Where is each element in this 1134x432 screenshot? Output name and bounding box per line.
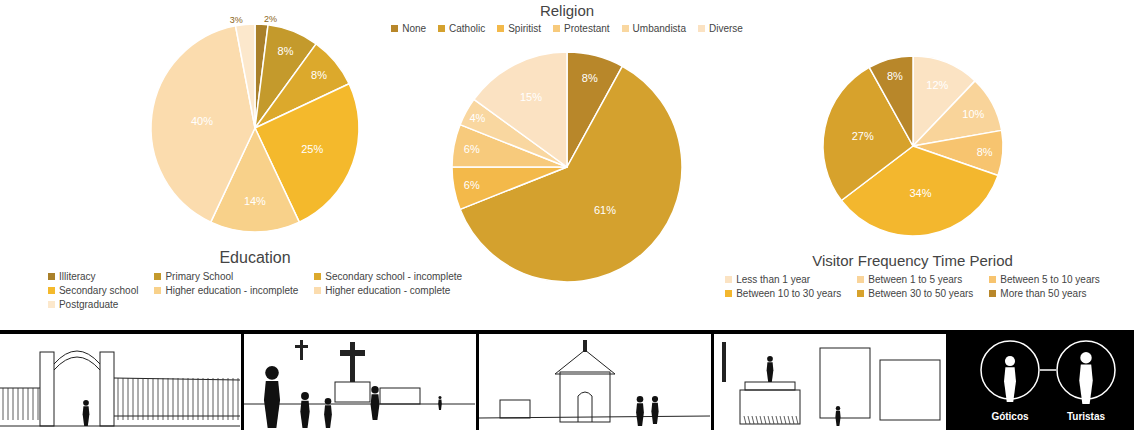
- html-text:None: None: [402, 23, 427, 34]
- svg-text:14%: 14%: [244, 195, 266, 207]
- svg-text:10%: 10%: [962, 108, 984, 120]
- html-text:Secondary school - incomplete: Secondary school - incomplete: [325, 271, 462, 283]
- html-text:Catholic: Catholic: [449, 23, 486, 34]
- html-text:Visitor Frequency Time Period: Visitor Frequency Time Period: [812, 252, 1013, 269]
- html-text:Less than 1 year: Less than 1 year: [736, 274, 811, 285]
- html-text:Postgraduate: Postgraduate: [58, 299, 119, 311]
- html-text:Between 10 to 30 years: Between 10 to 30 years: [736, 288, 842, 299]
- html-text:Religion: Religion: [539, 2, 595, 19]
- html-text:Illiteracy: Illiteracy: [58, 271, 96, 283]
- html-text:Diverse: Diverse: [709, 23, 743, 34]
- html-text:Secondary school: Secondary school: [58, 285, 139, 297]
- svg-text:2%: 2%: [264, 14, 277, 24]
- svg-text:8%: 8%: [886, 70, 902, 82]
- html-text:Between 1 to 5 years: Between 1 to 5 years: [868, 274, 963, 285]
- html-text:Primary School: Primary School: [165, 271, 234, 283]
- svg-text:34%: 34%: [909, 187, 931, 199]
- svg-text:4%: 4%: [469, 112, 485, 124]
- html-text:Between 30 to 50 years: Between 30 to 50 years: [868, 288, 974, 299]
- svg-text:15%: 15%: [520, 91, 542, 103]
- html-text:Education: Education: [219, 249, 291, 266]
- svg-text:40%: 40%: [191, 115, 213, 127]
- html-text:Protestant: Protestant: [564, 23, 610, 34]
- svg-text:8%: 8%: [582, 72, 598, 84]
- svg-text:61%: 61%: [594, 204, 616, 216]
- html-text:Between 5 to 10 years: Between 5 to 10 years: [1000, 274, 1100, 285]
- html-text:More than 50 years: More than 50 years: [1000, 288, 1087, 299]
- svg-text:25%: 25%: [301, 143, 323, 155]
- svg-text:6%: 6%: [464, 143, 480, 155]
- svg-text:8%: 8%: [311, 69, 327, 81]
- html-text:Higher education - incomplete: Higher education - incomplete: [165, 285, 299, 297]
- html-text:Higher education - complete: Higher education - complete: [325, 285, 451, 297]
- svg-text:27%: 27%: [851, 130, 873, 142]
- svg-text:3%: 3%: [230, 15, 243, 25]
- svg-text:12%: 12%: [926, 79, 948, 91]
- svg-text:8%: 8%: [278, 45, 294, 57]
- html-text:Spiritist: Spiritist: [508, 23, 541, 34]
- svg-text:Góticos: Góticos: [991, 411, 1029, 422]
- html-text:Umbandista: Umbandista: [632, 23, 686, 34]
- svg-text:8%: 8%: [976, 146, 992, 158]
- svg-text:Turistas: Turistas: [1067, 411, 1106, 422]
- svg-text:6%: 6%: [464, 179, 480, 191]
